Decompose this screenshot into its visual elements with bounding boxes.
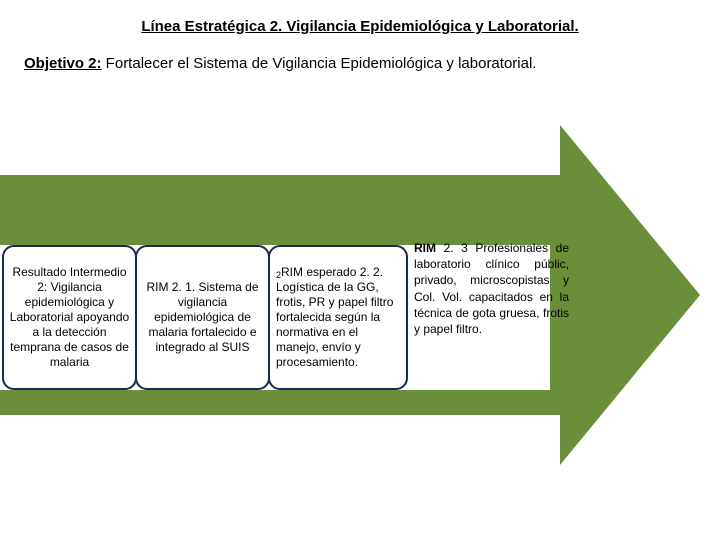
box2-subscript: 2: [276, 270, 281, 280]
result-box-2: 2RIM esperado 2. 2. Logística de la GG, …: [268, 245, 408, 390]
result-box-1: RIM 2. 1. Sistema de vigilancia epidemio…: [135, 245, 270, 390]
plain-lead: RIM: [414, 241, 436, 255]
slide-title: Línea Estratégica 2. Vigilancia Epidemio…: [0, 0, 720, 35]
result-box-0: Resultado Intermedio 2: Vigilancia epide…: [2, 245, 137, 390]
plain-rest: 2. 3 Profesionales de laboratorio clínic…: [414, 241, 569, 336]
subtitle-rest: Fortalecer el Sistema de Vigilancia Epid…: [102, 55, 537, 72]
arrow-diagram: Resultado Intermedio 2: Vigilancia epide…: [0, 115, 720, 475]
slide-subtitle: Objetivo 2: Fortalecer el Sistema de Vig…: [0, 35, 720, 72]
subtitle-lead: Objetivo 2:: [24, 55, 102, 72]
result-plain-3: RIM 2. 3 Profesionales de laboratorio cl…: [414, 240, 569, 337]
box2-text: RIM esperado 2. 2. Logística de la GG, f…: [276, 265, 393, 369]
